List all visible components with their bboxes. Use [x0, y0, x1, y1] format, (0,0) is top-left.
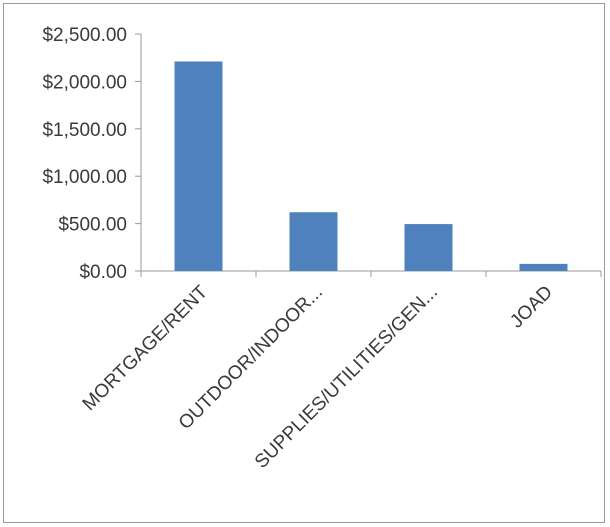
bar [404, 224, 453, 271]
y-tick-label: $2,000.00 [42, 72, 127, 93]
chart-area: $0.00 $500.00 $1,000.00 $1,500.00 $2,000.00 $… [3, 3, 605, 523]
x-category-label: MORTGAGE/RENT [79, 281, 213, 415]
y-tick-label: $500.00 [58, 215, 127, 236]
y-tick-label: $1,500.00 [42, 120, 127, 141]
y-tick-label: $1,000.00 [42, 167, 127, 188]
x-category-label: SUPPLIES/UTILITIES/GEN... [251, 282, 442, 473]
bar [174, 61, 223, 271]
x-category-label: JOAD [506, 282, 557, 333]
bar-chart: $0.00 $500.00 $1,000.00 $1,500.00 $2,000.00 $… [42, 25, 602, 473]
y-tick-label: $2,500.00 [42, 25, 127, 46]
bar [289, 212, 338, 271]
bar [519, 263, 568, 271]
y-tick-label: $0.00 [79, 262, 127, 283]
